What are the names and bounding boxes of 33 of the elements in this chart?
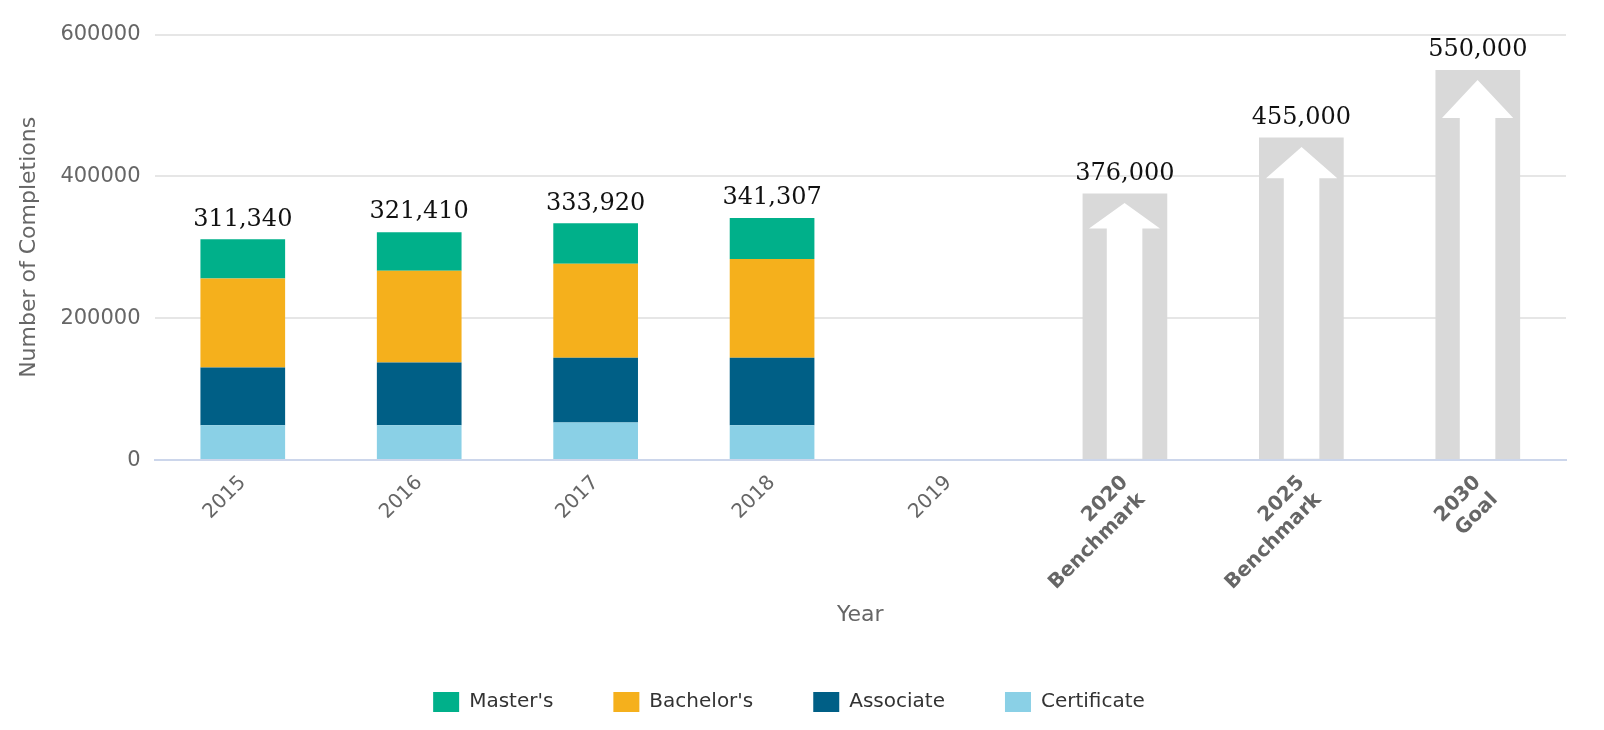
- total-label: 376,000: [1075, 157, 1175, 186]
- total-label: 455,000: [1251, 101, 1351, 130]
- legend-label: Associate: [849, 688, 945, 713]
- bar: [553, 422, 638, 460]
- y-tick-label: 0: [127, 446, 141, 471]
- y-axis-title: Number of Completions: [14, 116, 40, 378]
- x-axis-title: Year: [835, 600, 885, 626]
- legend-label: Certificate: [1040, 688, 1145, 713]
- bar: [729, 357, 815, 426]
- total-label: 321,410: [369, 196, 469, 225]
- bar: [200, 425, 286, 460]
- bar: [553, 223, 638, 264]
- bar: [200, 278, 286, 368]
- bar: [376, 232, 462, 271]
- bar: [729, 425, 815, 460]
- bar: [200, 367, 286, 426]
- y-tick-label: 400000: [60, 162, 141, 187]
- bar: [376, 270, 462, 363]
- bar: [553, 263, 638, 358]
- legend-label: Bachelor's: [649, 688, 754, 713]
- bar: [376, 362, 462, 426]
- bar: [553, 357, 638, 423]
- y-tick-label: 200000: [60, 304, 141, 329]
- bar: [376, 425, 462, 460]
- bar: [729, 259, 815, 358]
- total-label: 311,340: [193, 203, 293, 232]
- bar: [729, 218, 815, 260]
- total-label: 550,000: [1428, 34, 1528, 63]
- total-label: 333,920: [546, 187, 646, 216]
- legend-label: Master's: [469, 688, 554, 713]
- y-tick-label: 600000: [60, 21, 141, 46]
- bar: [200, 239, 286, 279]
- total-label: 341,307: [722, 182, 822, 211]
